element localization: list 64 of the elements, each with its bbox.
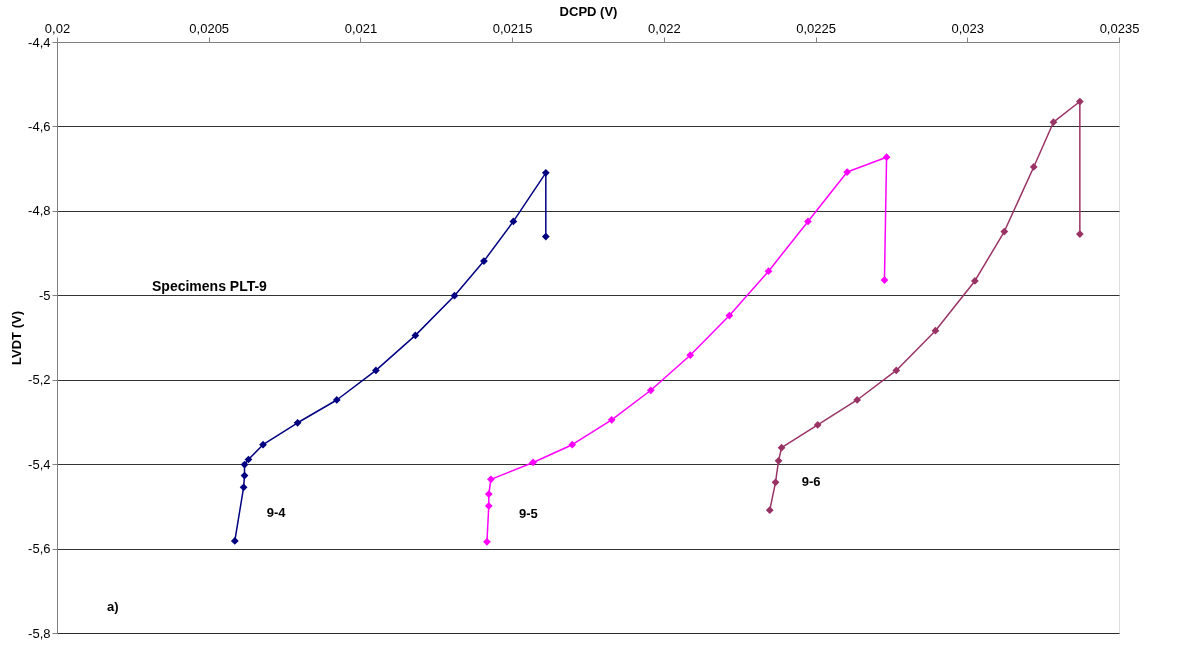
x-tick-label: 0,02	[44, 20, 71, 36]
annotation: Specimens PLT-9	[152, 278, 268, 294]
point	[853, 396, 862, 404]
point	[1075, 230, 1084, 238]
series-label: 9-4	[266, 504, 287, 520]
x-tick-label: 0,0225	[796, 20, 836, 36]
point	[483, 537, 491, 546]
point	[646, 386, 655, 395]
point	[484, 502, 493, 510]
x-tick-label: 0,022	[648, 20, 681, 36]
point	[764, 267, 773, 276]
point	[765, 506, 774, 515]
annotation: a)	[107, 599, 119, 614]
point	[541, 232, 550, 241]
point	[541, 168, 550, 177]
point	[230, 537, 239, 545]
point	[1029, 163, 1038, 171]
y-tick-label: -4,4	[28, 34, 51, 50]
point	[411, 331, 420, 340]
point	[804, 217, 812, 226]
x-tick-label: 0,0205	[189, 20, 230, 36]
point	[450, 291, 459, 300]
point	[529, 458, 537, 467]
y-tick-label: -5	[38, 287, 51, 303]
point	[509, 217, 518, 226]
point	[882, 153, 891, 162]
point	[1075, 97, 1084, 106]
point	[372, 366, 380, 375]
point	[607, 415, 616, 424]
point	[777, 443, 786, 452]
text: 9-5	[518, 505, 538, 521]
y-axis-title: LVDT (V)	[9, 311, 25, 365]
point	[293, 418, 302, 427]
y-tick-label: -4,6	[28, 118, 51, 134]
point	[892, 366, 901, 375]
point	[487, 475, 495, 484]
series-label: 9-6	[801, 474, 821, 490]
point	[774, 456, 783, 465]
x-tick-label: 0,0235	[1099, 20, 1140, 36]
point	[931, 326, 940, 335]
x-tick-label: 0,021	[344, 20, 378, 36]
point	[484, 490, 493, 498]
y-tick-label: -5,4	[28, 456, 51, 472]
point	[771, 478, 780, 487]
y-tick-label: -5,6	[28, 541, 51, 557]
point	[568, 440, 577, 449]
point	[239, 483, 248, 492]
point	[843, 168, 851, 176]
x-axis-title: DCPD (V)	[559, 3, 618, 19]
x-tick-label: 0,0215	[492, 20, 533, 36]
point	[813, 421, 822, 429]
point	[1000, 227, 1009, 236]
point	[332, 396, 341, 404]
point	[725, 311, 734, 320]
point	[880, 276, 889, 284]
y-tick-label: -4,8	[28, 203, 51, 219]
point	[480, 257, 488, 265]
point	[259, 440, 267, 449]
point	[971, 277, 979, 285]
x-tick-label: 0,023	[951, 20, 985, 36]
y-tick-label: -5,8	[28, 625, 51, 641]
point	[1049, 118, 1058, 127]
point	[686, 351, 695, 360]
y-tick-label: -5,2	[28, 372, 51, 388]
